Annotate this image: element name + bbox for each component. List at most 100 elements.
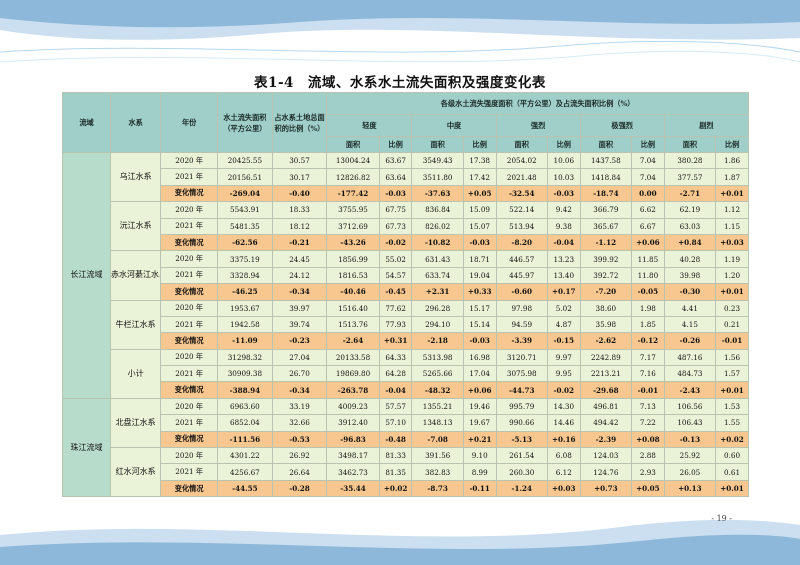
value-cell: -0.28: [271, 479, 328, 498]
value-cell: 97.98: [495, 299, 548, 317]
value-cell: -0.04: [378, 381, 413, 399]
value-cell: 2.93: [631, 463, 665, 481]
value-cell: 392.72: [579, 266, 633, 285]
value-cell: -18.74: [579, 184, 633, 203]
table-row: 沅江水系 2020 年 5543.91 18.33 3755.95 67.75 836.84…: [63, 201, 749, 252]
value-cell: 11.80: [631, 266, 665, 285]
value-cell: -2.18: [411, 332, 464, 350]
value-cell: 6852.04: [217, 414, 273, 432]
value-cell: +0.01: [715, 184, 749, 203]
value-cell: 7.04: [631, 168, 665, 186]
value-cell: 1355.21: [411, 397, 464, 416]
value-cell: -0.53: [271, 430, 328, 449]
year-cell: 2021 年: [160, 217, 219, 235]
value-cell: 81.35: [378, 463, 413, 481]
value-cell: 631.43: [411, 250, 464, 268]
table-row-change: 变化情况 -62.56 -0.21 -43.26 -0.02 -10.82 -0.03 -8.…: [63, 233, 749, 252]
value-cell: 4.41: [663, 299, 717, 317]
value-cell: 2021.48: [495, 168, 548, 186]
value-cell: 67.75: [378, 201, 413, 219]
value-cell: 13.23: [546, 250, 581, 268]
year-cell: 变化情况: [160, 184, 219, 203]
year-cell: 变化情况: [160, 381, 219, 399]
value-cell: 39.97: [271, 299, 328, 317]
value-cell: 1.55: [715, 414, 749, 432]
value-cell: 487.16: [663, 348, 717, 367]
value-cell: +0.01: [715, 381, 749, 399]
value-cell: -111.56: [217, 430, 273, 449]
value-cell: 1953.67: [217, 299, 273, 317]
value-cell: -1.24: [495, 479, 548, 498]
value-cell: +0.01: [715, 283, 749, 301]
value-cell: 6.62: [631, 201, 665, 219]
value-cell: 380.28: [663, 151, 717, 170]
value-cell: -29.68: [579, 381, 633, 399]
year-cell: 2021 年: [160, 463, 219, 481]
value-cell: 3498.17: [326, 447, 380, 465]
value-cell: 6963.60: [217, 397, 273, 416]
value-cell: -0.03: [378, 184, 413, 203]
subheader-ratio: 比例: [462, 136, 497, 153]
year-cell: 2020 年: [160, 397, 219, 416]
value-cell: 365.67: [579, 217, 633, 235]
value-cell: 7.04: [631, 151, 665, 170]
value-cell: 20156.51: [217, 168, 273, 186]
value-cell: -2.64: [326, 332, 380, 350]
value-cell: 513.94: [495, 217, 548, 235]
header-level-light: 轻度: [326, 114, 413, 137]
year-cell: 2021 年: [160, 365, 219, 383]
value-cell: 9.97: [546, 348, 581, 367]
table-row: 红水河水系 2020 年 4301.22 26.92 3498.17 81.33 391.5…: [63, 447, 749, 498]
value-cell: +0.03: [546, 479, 581, 498]
value-cell: 5265.66: [411, 365, 464, 383]
value-cell: -44.73: [495, 381, 548, 399]
value-cell: 1856.99: [326, 250, 380, 268]
header-area: 水土流失面积（平方公里）: [217, 92, 273, 153]
value-cell: 15.07: [462, 217, 497, 235]
value-cell: 1418.84: [579, 168, 633, 186]
year-cell: 2021 年: [160, 168, 219, 186]
value-cell: -62.56: [217, 233, 273, 252]
value-cell: -11.09: [217, 332, 273, 350]
value-cell: 24.12: [271, 266, 328, 285]
value-cell: 3549.43: [411, 151, 464, 170]
value-cell: 399.92: [579, 250, 633, 268]
value-cell: -0.26: [663, 332, 717, 350]
value-cell: 484.73: [663, 365, 717, 383]
value-cell: -0.34: [271, 381, 328, 399]
value-cell: 7.16: [631, 365, 665, 383]
value-cell: 10.03: [546, 168, 581, 186]
value-cell: +0.06: [462, 381, 497, 399]
table-row-change: 变化情况 -44.55 -0.28 -35.44 +0.02 -8.73 -0.11 -1.2…: [63, 479, 749, 498]
system-cell: 沅江水系: [110, 201, 162, 252]
value-cell: -0.12: [631, 332, 665, 350]
value-cell: 1.53: [715, 397, 749, 416]
year-cell: 2021 年: [160, 315, 219, 334]
value-cell: -2.71: [663, 184, 717, 203]
value-cell: 19.46: [462, 397, 497, 416]
header-level-very-intense: 极强烈: [579, 114, 665, 137]
year-cell: 变化情况: [160, 332, 219, 350]
value-cell: -7.20: [579, 283, 633, 301]
table-row: 2021 年 1942.58 39.74 1513.76 77.93 294.10 15.1…: [63, 315, 749, 334]
value-cell: +0.02: [715, 430, 749, 449]
value-cell: -10.82: [411, 233, 464, 252]
value-cell: -2.43: [663, 381, 717, 399]
subheader-ratio: 比例: [378, 136, 413, 153]
value-cell: 12826.82: [326, 168, 380, 186]
value-cell: 14.30: [546, 397, 581, 416]
value-cell: 77.62: [378, 299, 413, 317]
value-cell: 522.14: [495, 201, 548, 219]
value-cell: 4.87: [546, 315, 581, 334]
year-cell: 2020 年: [160, 447, 219, 465]
subheader-ratio: 比例: [631, 136, 665, 153]
value-cell: 1.87: [715, 168, 749, 186]
table-row: 赤水河綦江水系2020 年3375.1924.451856.9955.02631…: [63, 250, 749, 301]
value-cell: 35.98: [579, 315, 633, 334]
subheader-area: 面积: [579, 136, 633, 153]
value-cell: 1.86: [715, 151, 749, 170]
value-cell: -8.20: [495, 233, 548, 252]
table-row: 珠江流域 北盘江水系 2020 年 6963.60 33.19 4009.23 57.57 1…: [61, 397, 749, 498]
value-cell: 18.12: [271, 217, 328, 235]
value-cell: 38.60: [579, 299, 633, 317]
